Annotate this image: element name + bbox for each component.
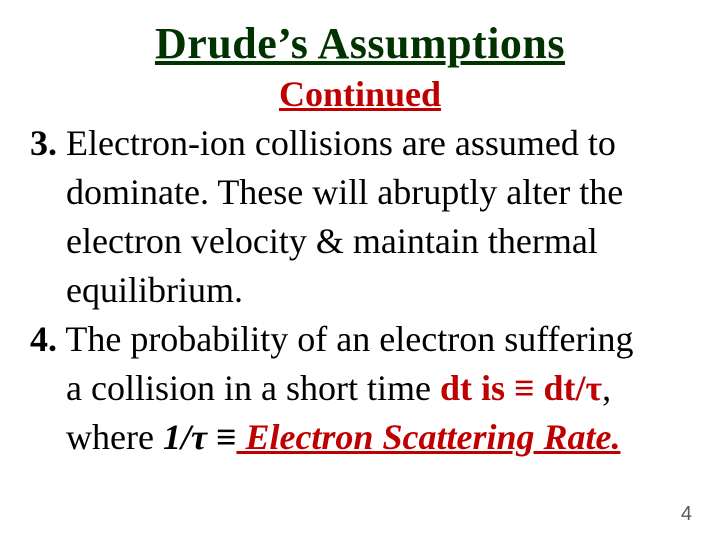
slide-body: 3. Electron-ion collisions are assumed t… (30, 121, 690, 460)
bullet-3-line-1: 3. Electron-ion collisions are assumed t… (30, 121, 690, 166)
bullet-3-line-2: dominate. These will abruptly alter the (30, 170, 690, 215)
text-run: where (66, 417, 163, 457)
emphasis-run: dt/τ (535, 368, 603, 408)
slide-title: Drude’s Assumptions (30, 18, 690, 69)
bullet-number: 4. (30, 319, 57, 359)
emphasis-run: dt is (440, 368, 514, 408)
equiv-symbol: ≡ (514, 368, 535, 408)
bullet-4-line-2: a collision in a short time dt is ≡ dt/τ… (30, 366, 690, 411)
equiv-symbol: ≡ (216, 417, 237, 457)
bullet-3-line-4: equilibrium. (30, 268, 690, 313)
bullet-4-line-1: 4. The probability of an electron suffer… (30, 317, 690, 362)
text-run: a collision in a short time (66, 368, 440, 408)
text-run: The probability of an electron suffering (57, 319, 634, 359)
text-run: Electron-ion collisions are assumed to (57, 123, 616, 163)
text-run: , (602, 368, 611, 408)
bullet-number: 3. (30, 123, 57, 163)
bullet-4-line-3: where 1/τ ≡ Electron Scattering Rate. (30, 415, 690, 460)
slide-subtitle: Continued (30, 73, 690, 115)
emphasis-run: Electron Scattering Rate. (236, 417, 620, 457)
page-number: 4 (681, 503, 692, 526)
slide: Drude’s Assumptions Continued 3. Electro… (0, 0, 720, 540)
emphasis-run: 1/τ (163, 417, 216, 457)
bullet-3-line-3: electron velocity & maintain thermal (30, 219, 690, 264)
